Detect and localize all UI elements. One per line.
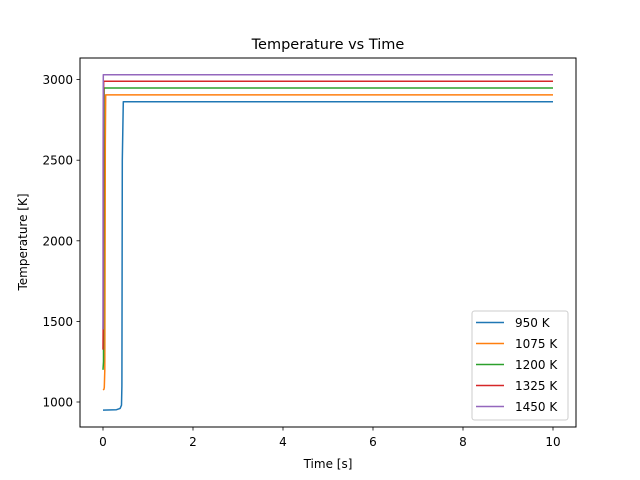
legend: 950 K 1075 K 1200 K 1325 K 1450 K: [471, 310, 569, 421]
x-tick-label: 0: [99, 435, 107, 449]
y-tick-label: 1000: [42, 396, 73, 410]
x-tick-label: 4: [279, 435, 287, 449]
plot-area: [102, 74, 553, 411]
y-tick-label: 2500: [42, 154, 73, 168]
legend-label: 1075 K: [515, 337, 558, 351]
series-line-0: [102, 101, 553, 411]
legend-label: 950 K: [515, 316, 551, 330]
legend-label: 1325 K: [515, 379, 558, 393]
y-axis-label: Temperature [K]: [16, 193, 30, 291]
legend-box: [471, 310, 569, 421]
x-tick-label: 8: [459, 435, 467, 449]
series-line-1: [102, 94, 553, 391]
x-axis-ticks: 0 2 4 6 8 10: [99, 427, 561, 449]
y-tick-label: 1500: [42, 315, 73, 329]
x-tick-label: 6: [369, 435, 377, 449]
y-tick-label: 2000: [42, 234, 73, 248]
x-axis-label: Time [s]: [303, 457, 353, 471]
x-tick-label: 10: [545, 435, 560, 449]
chart-title: Temperature vs Time: [251, 37, 405, 53]
series-line-4: [102, 74, 553, 330]
legend-label: 1450 K: [515, 400, 558, 414]
x-tick-label: 2: [189, 435, 197, 449]
legend-label: 1200 K: [515, 358, 558, 372]
axes-frame: [79, 57, 577, 428]
series-line-3: [102, 80, 553, 350]
y-tick-label: 3000: [42, 73, 73, 87]
y-axis-ticks: 1000 1500 2000 2500 3000: [42, 73, 80, 410]
